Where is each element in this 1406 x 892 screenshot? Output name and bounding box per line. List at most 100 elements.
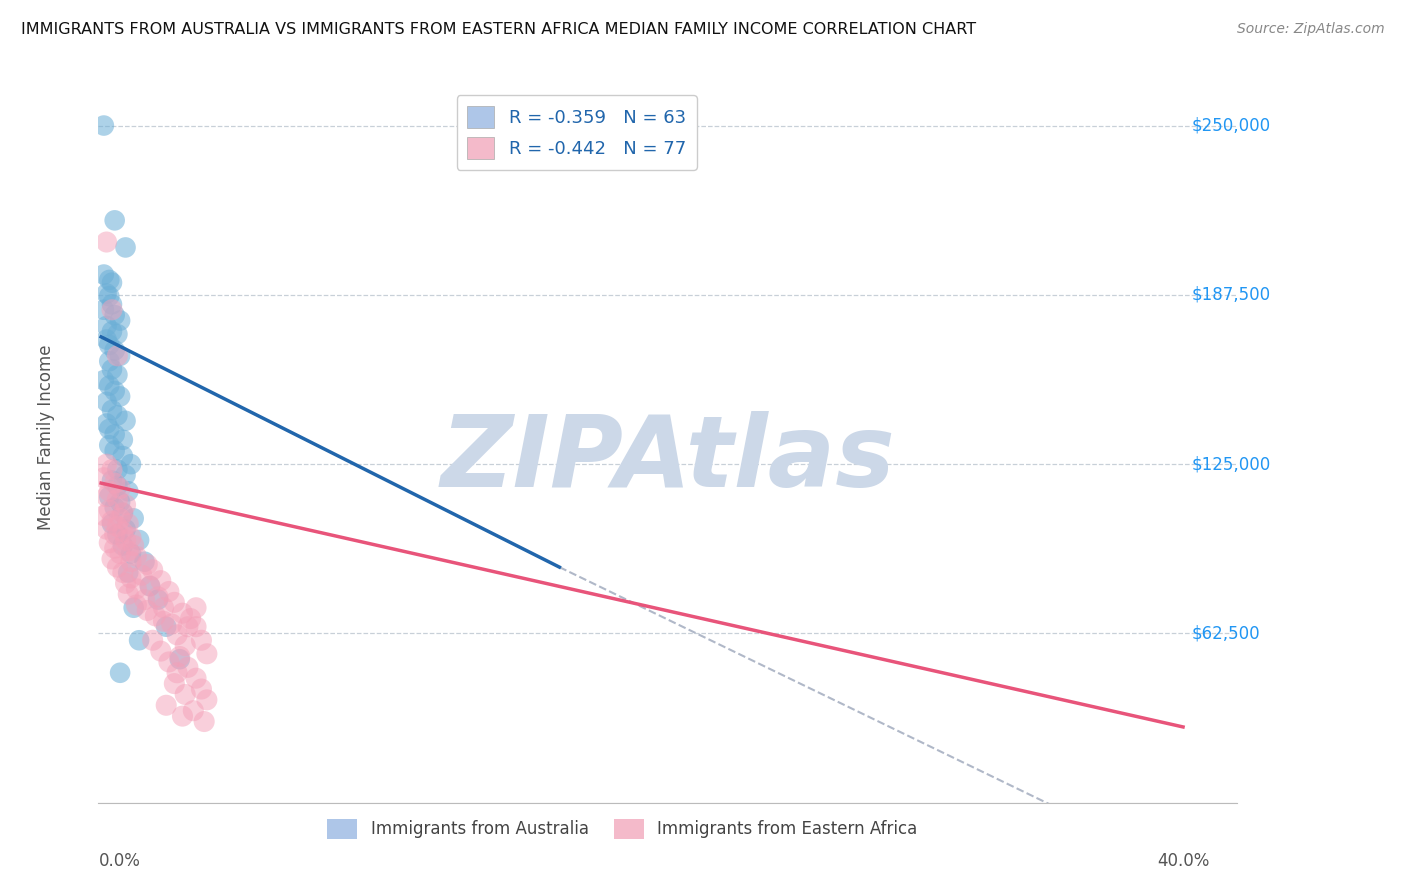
Point (155, 620, 177, 634)
Point (184, 671, 207, 685)
Point (131, 568, 153, 582)
Point (145, 608, 167, 623)
Point (101, 516, 124, 531)
Point (104, 343, 127, 358)
Point (98, 354, 121, 368)
Point (117, 566, 139, 580)
Point (136, 558, 159, 572)
Point (96, 318, 118, 333)
Point (93, 268, 115, 282)
Point (120, 530, 142, 544)
Point (193, 714, 215, 729)
Point (111, 506, 134, 520)
Point (169, 652, 191, 666)
Point (120, 547, 142, 561)
Point (98, 422, 121, 436)
Point (108, 313, 131, 327)
Text: $62,500: $62,500 (1191, 624, 1260, 642)
Point (134, 555, 156, 569)
Point (142, 633, 165, 648)
Point (96, 522, 118, 536)
Point (180, 611, 202, 625)
Point (174, 639, 197, 653)
Text: $250,000: $250,000 (1191, 117, 1270, 135)
Point (169, 649, 191, 664)
Point (146, 592, 169, 607)
Text: Source: ZipAtlas.com: Source: ZipAtlas.com (1237, 22, 1385, 37)
Point (128, 533, 150, 547)
Point (107, 492, 129, 507)
Point (107, 409, 129, 423)
Point (107, 327, 129, 342)
Point (166, 628, 188, 642)
Point (107, 519, 129, 533)
Point (93, 119, 115, 133)
Point (114, 522, 136, 536)
Point (136, 603, 159, 617)
Point (101, 462, 124, 476)
Text: $125,000: $125,000 (1191, 455, 1271, 473)
Point (107, 462, 129, 476)
Point (157, 584, 180, 599)
Point (96, 490, 118, 504)
Point (114, 414, 136, 428)
Point (166, 665, 188, 680)
Point (107, 349, 129, 363)
Point (108, 547, 131, 561)
Point (111, 538, 134, 552)
Point (93, 508, 115, 523)
Point (114, 533, 136, 547)
Point (96, 235, 118, 249)
Point (101, 362, 124, 376)
Point (96, 417, 118, 431)
Point (111, 566, 134, 580)
Point (120, 571, 142, 585)
Point (163, 676, 186, 690)
Point (101, 552, 124, 566)
Text: IMMIGRANTS FROM AUSTRALIA VS IMMIGRANTS FROM EASTERN AFRICA MEDIAN FAMILY INCOME: IMMIGRANTS FROM AUSTRALIA VS IMMIGRANTS … (21, 22, 976, 37)
Point (104, 427, 127, 442)
Point (108, 482, 131, 496)
Point (108, 665, 131, 680)
Point (98, 273, 121, 287)
Point (104, 500, 127, 515)
Point (108, 511, 131, 525)
Point (149, 644, 172, 658)
Point (107, 479, 129, 493)
Point (101, 474, 124, 488)
Point (155, 698, 177, 713)
Point (98, 490, 121, 504)
Point (114, 576, 136, 591)
Point (104, 541, 127, 556)
Point (117, 484, 139, 499)
Point (98, 378, 121, 392)
Point (98, 484, 121, 499)
Point (96, 457, 118, 471)
Point (157, 655, 180, 669)
Text: ZIPAtlas: ZIPAtlas (440, 410, 896, 508)
Point (93, 373, 115, 387)
Point (101, 302, 124, 317)
Point (108, 349, 131, 363)
Point (139, 579, 162, 593)
Point (177, 620, 200, 634)
Point (104, 213, 127, 227)
Point (183, 704, 205, 718)
Point (195, 647, 218, 661)
Point (195, 693, 218, 707)
Point (98, 289, 121, 303)
Point (107, 560, 129, 574)
Point (117, 544, 139, 558)
Point (104, 527, 127, 541)
Point (104, 308, 127, 322)
Point (134, 592, 156, 607)
Text: $187,500: $187,500 (1191, 285, 1270, 304)
Point (93, 471, 115, 485)
Point (139, 579, 162, 593)
Point (93, 302, 115, 317)
Point (160, 617, 183, 632)
Point (122, 600, 145, 615)
Point (104, 384, 127, 398)
Point (172, 709, 194, 723)
Point (125, 549, 148, 564)
